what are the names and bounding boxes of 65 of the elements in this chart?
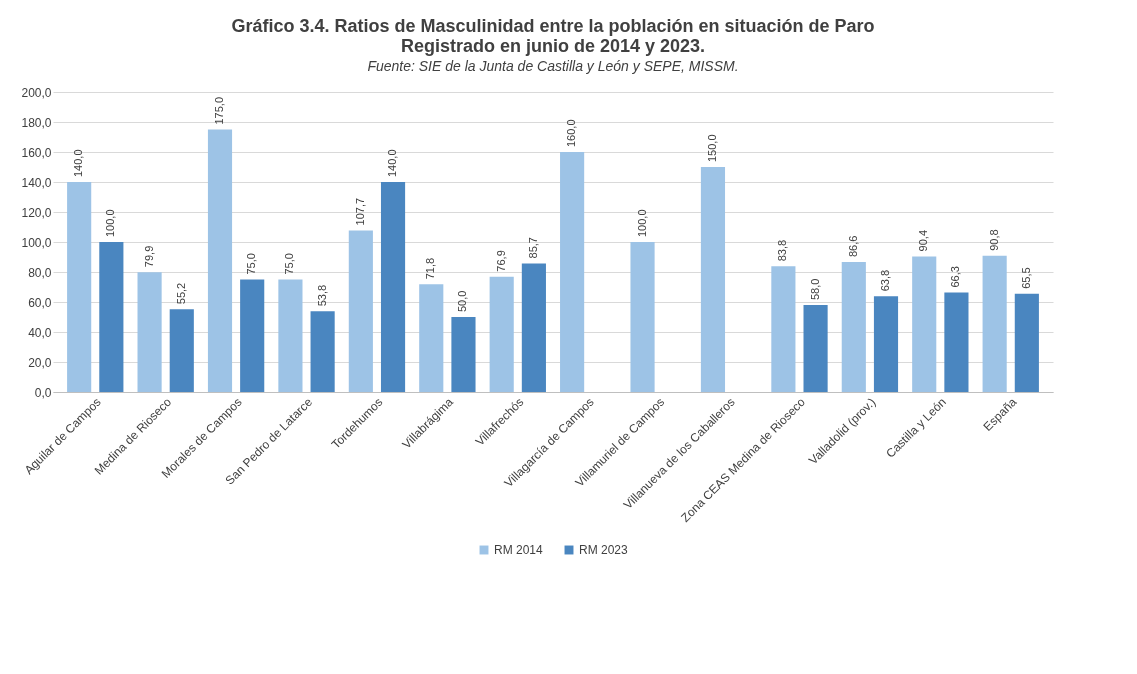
chart-title: Gráfico 3.4. Ratios de Masculinidad entre la población en situación de Paro Registrado en junio de 2014 y 2023. xyxy=(231,16,875,56)
data-label: 71,8 xyxy=(424,257,437,280)
bar xyxy=(451,317,476,392)
bar xyxy=(521,263,546,392)
data-label: 53,8 xyxy=(315,284,328,307)
bar xyxy=(310,311,335,392)
bar xyxy=(803,305,828,392)
y-tick-label: 80,0 xyxy=(28,265,52,280)
data-label: 58,0 xyxy=(808,278,821,300)
bar xyxy=(278,279,303,392)
data-label: 85,7 xyxy=(526,237,539,259)
data-label: 76,9 xyxy=(494,250,507,272)
bar xyxy=(560,152,585,392)
data-label: 160,0 xyxy=(565,119,578,147)
bar xyxy=(982,255,1007,392)
chart-subtitle: Fuente: SIE de la Junta de Castilla y León y SEPE, MISSM. xyxy=(367,58,739,74)
data-label: 63,8 xyxy=(879,269,891,292)
data-label: 65,5 xyxy=(1019,267,1032,289)
data-label: 140,0 xyxy=(386,149,399,177)
data-label: 100,0 xyxy=(104,209,117,237)
bar xyxy=(944,292,969,392)
data-label: 86,6 xyxy=(846,235,859,258)
y-tick-label: 100,0 xyxy=(21,235,52,250)
data-label: 50,0 xyxy=(456,290,469,312)
data-label: 90,8 xyxy=(987,229,1000,251)
data-label: 75,0 xyxy=(283,253,296,275)
bar xyxy=(67,182,92,392)
y-tick-label: 120,0 xyxy=(21,205,52,220)
bar xyxy=(169,309,194,392)
data-label: 75,0 xyxy=(245,253,258,275)
bar xyxy=(1014,293,1039,392)
data-label: 140,0 xyxy=(72,149,85,177)
data-label: 150,0 xyxy=(705,134,718,162)
legend-label: RM 2014 xyxy=(494,543,544,557)
bar xyxy=(489,276,514,392)
y-tick-label: 20,0 xyxy=(28,355,52,370)
bar xyxy=(137,272,162,392)
data-label: 83,8 xyxy=(776,239,789,262)
y-tick-label: 200,0 xyxy=(21,85,52,100)
y-tick-label: 140,0 xyxy=(21,175,52,190)
bar xyxy=(348,230,373,392)
bar xyxy=(841,262,866,392)
bar xyxy=(99,242,124,392)
data-label: 100,0 xyxy=(635,209,648,237)
bar xyxy=(771,266,796,392)
data-label: 55,2 xyxy=(174,282,187,305)
data-label: 175,0 xyxy=(213,96,225,125)
legend-label: RM 2023 xyxy=(579,543,629,557)
data-label: 66,3 xyxy=(949,266,962,288)
y-tick-label: 160,0 xyxy=(21,145,52,160)
data-label: 90,4 xyxy=(917,229,930,252)
bar xyxy=(912,256,937,392)
bar xyxy=(873,296,899,392)
bar xyxy=(380,182,406,392)
bar xyxy=(700,167,726,392)
y-tick-label: 180,0 xyxy=(21,115,52,130)
data-label: 79,9 xyxy=(142,245,155,268)
y-tick-label: 0,0 xyxy=(34,385,52,400)
y-tick-label: 40,0 xyxy=(28,325,52,340)
bar xyxy=(240,279,265,392)
bar xyxy=(207,129,233,392)
bar xyxy=(419,284,444,392)
y-tick-label: 60,0 xyxy=(28,295,52,310)
data-label: 107,7 xyxy=(353,197,366,226)
bar xyxy=(630,242,655,392)
